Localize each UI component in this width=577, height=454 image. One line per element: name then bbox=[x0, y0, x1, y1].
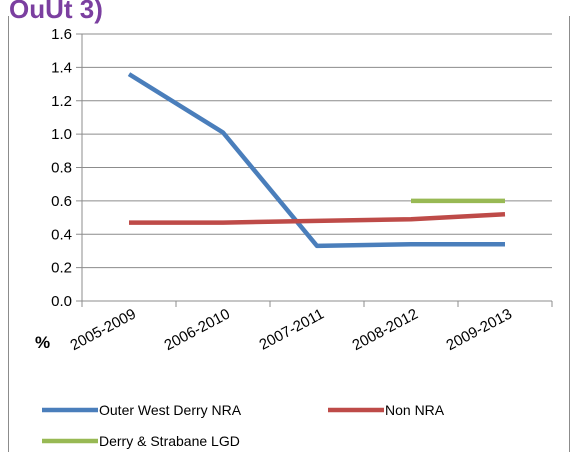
y-tick-label: 0.0 bbox=[51, 293, 72, 310]
y-tick-label: 0.2 bbox=[51, 260, 72, 277]
x-tick-labels: 2005-2009 2006-2010 2007-2011 2008-2012 2009… bbox=[68, 306, 515, 355]
x-tick-label: 2005-2009 bbox=[68, 306, 139, 355]
chart-frame: OuUt 3) bbox=[8, 0, 570, 452]
y-tick-label: 0.6 bbox=[51, 193, 72, 210]
legend: Outer West Derry NRA Non NRA Derry & Strab… bbox=[42, 402, 445, 449]
y-tick-label: 1.4 bbox=[51, 59, 72, 76]
legend-label: Non NRA bbox=[385, 402, 445, 418]
series-line bbox=[127, 72, 505, 249]
y-tick-label: 0.8 bbox=[51, 160, 72, 177]
grid bbox=[82, 33, 552, 269]
x-tick-label: 2006-2010 bbox=[162, 306, 233, 355]
y-tick-label: 1.2 bbox=[51, 93, 72, 110]
axes bbox=[76, 33, 553, 307]
legend-label: Derry & Strabane LGD bbox=[99, 433, 240, 449]
y-tick-label: 0.4 bbox=[51, 226, 72, 243]
legend-label: Outer West Derry NRA bbox=[99, 402, 242, 418]
x-tick-label: 2009-2013 bbox=[444, 306, 515, 355]
x-tick-label: 2007-2011 bbox=[257, 306, 327, 354]
y-axis-label: % bbox=[35, 333, 50, 352]
x-tick-label: 2008-2012 bbox=[350, 306, 421, 355]
y-tick-label: 1.0 bbox=[51, 126, 72, 143]
series-lines bbox=[127, 72, 506, 249]
y-tick-labels: 0.0 0.2 0.4 0.6 0.8 1.0 1.2 1.4 1.6 bbox=[51, 26, 72, 310]
series-line bbox=[129, 211, 506, 225]
y-tick-label: 1.6 bbox=[51, 26, 72, 43]
header-fragment: OuUt 3) bbox=[9, 0, 103, 24]
